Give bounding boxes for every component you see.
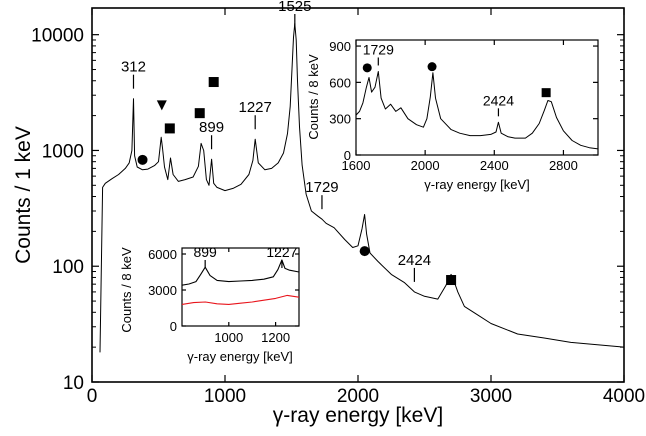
x-tick-label: 2000 (337, 386, 379, 407)
x-tick-label: 0 (87, 386, 98, 407)
main-spectrum-line (99, 23, 625, 353)
inset-top-y-tick-labels: 0 300 600 900 (329, 39, 351, 163)
inset-top-chart: 1600 2000 2400 2800 0 300 600 900 1729 2424 γ-r… (306, 39, 599, 192)
inset-bottom-x-tick-labels: 1000 1200 (214, 330, 290, 345)
main-x-tick-labels: 0 1000 2000 3000 4000 (87, 386, 645, 407)
main-peak-labels: 312 899 1227 1525 1729 2424 (121, 0, 431, 282)
main-x-axis-title: γ-ray energy [keV] (273, 404, 443, 427)
square-marker (446, 275, 457, 286)
peak-label: 899 (199, 119, 224, 136)
inset-bottom-y-axis-title: Counts / 8 keV (119, 247, 134, 333)
y-tick-label: 1000 (42, 141, 84, 162)
square-marker (541, 88, 551, 98)
x-tick-label: 2400 (480, 158, 509, 173)
peak-label: 2424 (483, 92, 514, 108)
y-tick-label: 100 (52, 257, 84, 278)
peak-label: 1227 (239, 99, 272, 116)
circle-marker (427, 62, 437, 72)
inset-top-x-axis-title: γ-ray energy [keV] (424, 177, 530, 192)
main-y-tick-labels: 10 100 1000 10000 (31, 26, 84, 394)
y-tick-label: 600 (329, 75, 351, 90)
inset-bottom-x-axis-title: γ-ray energy [keV] (187, 349, 293, 364)
y-tick-label: 3000 (148, 283, 177, 298)
x-tick-label: 4000 (603, 386, 645, 407)
x-tick-label: 1200 (261, 330, 290, 345)
square-marker (194, 108, 205, 119)
circle-marker (362, 63, 372, 73)
triangle-marker (156, 100, 167, 111)
x-tick-label: 3000 (470, 386, 512, 407)
circle-marker (359, 246, 370, 257)
inset-bottom-y-tick-labels: 0 3000 6000 (148, 247, 177, 334)
y-tick-label: 10000 (31, 26, 84, 47)
x-tick-label: 1600 (342, 158, 371, 173)
inset-bottom-background-line (181, 294, 300, 305)
y-tick-label: 0 (344, 148, 351, 163)
inset-top-spectrum-line (355, 71, 599, 150)
peak-label: 1729 (363, 41, 394, 57)
x-tick-label: 2000 (411, 158, 440, 173)
main-axis-ticks (91, 8, 625, 383)
inset-top-axis-ticks (355, 40, 598, 156)
y-tick-label: 0 (170, 319, 177, 334)
inset-top-x-tick-labels: 1600 2000 2400 2800 (342, 158, 578, 173)
main-peak-markers (137, 77, 457, 286)
peak-label: 1227 (266, 244, 297, 260)
square-marker (208, 77, 219, 88)
x-tick-label: 2800 (549, 158, 578, 173)
main-y-axis-title: Counts / 1 keV (12, 126, 35, 264)
inset-bottom-axis-ticks (182, 248, 299, 327)
inset-bottom-plot-frame (181, 247, 300, 327)
inset-top-peak-labels: 1729 2424 (363, 41, 514, 117)
inset-top-peak-markers (362, 62, 551, 98)
peak-label: 312 (121, 59, 146, 76)
inset-bottom-peak-labels: 899 1227 (193, 244, 298, 268)
inset-bottom-spectrum-line (181, 259, 300, 286)
circle-marker (137, 154, 148, 165)
inset-bottom-chart: 1000 1200 0 3000 6000 899 1227 γ-ray energy … (116, 228, 306, 372)
inset-top-plot-frame (355, 39, 599, 156)
peak-label: 899 (193, 244, 217, 260)
square-marker (164, 123, 175, 134)
peak-label: 2424 (398, 252, 431, 269)
x-tick-label: 1000 (214, 330, 243, 345)
x-tick-label: 1000 (204, 386, 246, 407)
peak-label: 1729 (305, 179, 338, 196)
y-tick-label: 900 (329, 39, 351, 54)
y-tick-label: 300 (329, 112, 351, 127)
y-tick-label: 10 (63, 373, 84, 394)
peak-label: 1525 (278, 0, 311, 15)
inset-bottom-background (116, 228, 306, 372)
y-tick-label: 6000 (148, 247, 177, 262)
inset-top-y-axis-title: Counts / 8 keV (306, 54, 321, 140)
